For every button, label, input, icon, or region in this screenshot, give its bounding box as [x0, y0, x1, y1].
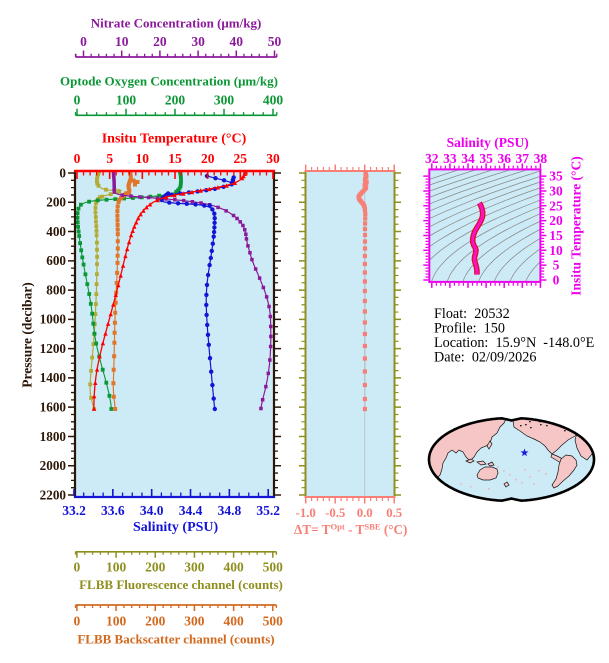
svg-text:Salinity (PSU): Salinity (PSU) — [447, 135, 529, 150]
svg-text:2200: 2200 — [40, 487, 67, 502]
svg-text:0.5: 0.5 — [386, 506, 402, 520]
svg-text:200: 200 — [145, 614, 166, 629]
svg-text:-1.0: -1.0 — [296, 506, 316, 520]
svg-text:300: 300 — [184, 560, 205, 575]
svg-text:0: 0 — [80, 34, 87, 49]
svg-text:Nitrate Concentration (μm/kg): Nitrate Concentration (μm/kg) — [91, 16, 262, 31]
svg-text:33.2: 33.2 — [62, 503, 86, 518]
svg-text:33.6: 33.6 — [101, 503, 125, 518]
svg-text:Salinity (PSU): Salinity (PSU) — [133, 520, 219, 535]
svg-text:1400: 1400 — [40, 370, 67, 385]
svg-text:40: 40 — [230, 34, 244, 49]
svg-text:500: 500 — [263, 614, 284, 629]
svg-text:800: 800 — [46, 282, 66, 297]
svg-text:32: 32 — [425, 151, 439, 166]
svg-text:38: 38 — [534, 151, 548, 166]
svg-text:30: 30 — [191, 34, 205, 49]
svg-text:50: 50 — [268, 34, 282, 49]
svg-text:35: 35 — [479, 151, 493, 166]
svg-text:400: 400 — [223, 560, 244, 575]
svg-text:0: 0 — [74, 151, 81, 166]
svg-text:0: 0 — [74, 92, 81, 107]
svg-text:33: 33 — [443, 151, 457, 166]
svg-text:400: 400 — [223, 614, 244, 629]
svg-text:Insitu Temperature (°C): Insitu Temperature (°C) — [102, 132, 247, 147]
svg-text:30: 30 — [549, 183, 563, 198]
svg-text:400: 400 — [46, 224, 66, 239]
svg-text:35.2: 35.2 — [256, 503, 280, 518]
svg-text:100: 100 — [106, 560, 127, 575]
svg-text:0: 0 — [74, 560, 81, 575]
svg-text:100: 100 — [106, 614, 127, 629]
svg-text:25: 25 — [549, 198, 563, 213]
svg-text:1800: 1800 — [40, 429, 67, 444]
svg-text:1000: 1000 — [40, 312, 67, 327]
svg-text:34.8: 34.8 — [218, 503, 242, 518]
svg-text:0.0: 0.0 — [357, 506, 373, 520]
svg-text:-0.5: -0.5 — [325, 506, 345, 520]
svg-text:Date: 02/09/2026: Date: 02/09/2026 — [434, 350, 536, 366]
svg-text:37: 37 — [516, 151, 530, 166]
svg-text:15: 15 — [549, 228, 563, 243]
svg-text:15: 15 — [168, 151, 182, 166]
svg-text:10: 10 — [549, 243, 563, 258]
svg-text:20: 20 — [201, 151, 215, 166]
svg-text:Profile: 150: Profile: 150 — [434, 321, 505, 337]
svg-text:34.4: 34.4 — [179, 503, 203, 518]
svg-text:200: 200 — [145, 560, 166, 575]
svg-text:2000: 2000 — [40, 458, 67, 473]
svg-text:300: 300 — [214, 92, 235, 107]
svg-text:35: 35 — [549, 169, 563, 184]
svg-text:20: 20 — [549, 213, 563, 228]
svg-text:30: 30 — [266, 151, 280, 166]
svg-text:ΔT= TOpt - TSBE (°C): ΔT= TOpt - TSBE (°C) — [294, 521, 407, 537]
svg-text:1600: 1600 — [40, 400, 67, 415]
svg-text:0: 0 — [553, 273, 560, 288]
svg-text:600: 600 — [46, 253, 66, 268]
svg-text:5: 5 — [106, 151, 113, 166]
svg-text:Optode Oxygen Concentration (μ: Optode Oxygen Concentration (μm/kg) — [60, 74, 278, 89]
svg-text:0: 0 — [59, 165, 66, 180]
svg-text:10: 10 — [136, 151, 150, 166]
svg-text:Float: 20532: Float: 20532 — [434, 306, 510, 322]
svg-text:36: 36 — [497, 151, 511, 166]
svg-text:25: 25 — [234, 151, 248, 166]
svg-text:200: 200 — [46, 195, 66, 210]
svg-text:Pressure (decibar): Pressure (decibar) — [20, 282, 35, 388]
svg-text:Location: 15.9°N -148.0°E: Location: 15.9°N -148.0°E — [434, 335, 594, 351]
svg-text:FLBB Backscatter channel (coun: FLBB Backscatter channel (counts) — [77, 632, 274, 647]
svg-text:400: 400 — [263, 92, 284, 107]
svg-text:0: 0 — [74, 614, 81, 629]
svg-text:1200: 1200 — [40, 341, 67, 356]
svg-text:20: 20 — [153, 34, 167, 49]
svg-text:FLBB Fluorescence channel (cou: FLBB Fluorescence channel (counts) — [79, 577, 283, 592]
svg-text:100: 100 — [116, 92, 137, 107]
svg-text:10: 10 — [115, 34, 129, 49]
svg-text:500: 500 — [263, 560, 284, 575]
svg-text:5: 5 — [553, 258, 560, 273]
svg-text:Insitu Temperature (°C): Insitu Temperature (°C) — [569, 156, 584, 295]
svg-text:34: 34 — [461, 151, 475, 166]
svg-text:200: 200 — [165, 92, 186, 107]
svg-text:34.0: 34.0 — [140, 503, 164, 518]
svg-text:300: 300 — [184, 614, 205, 629]
